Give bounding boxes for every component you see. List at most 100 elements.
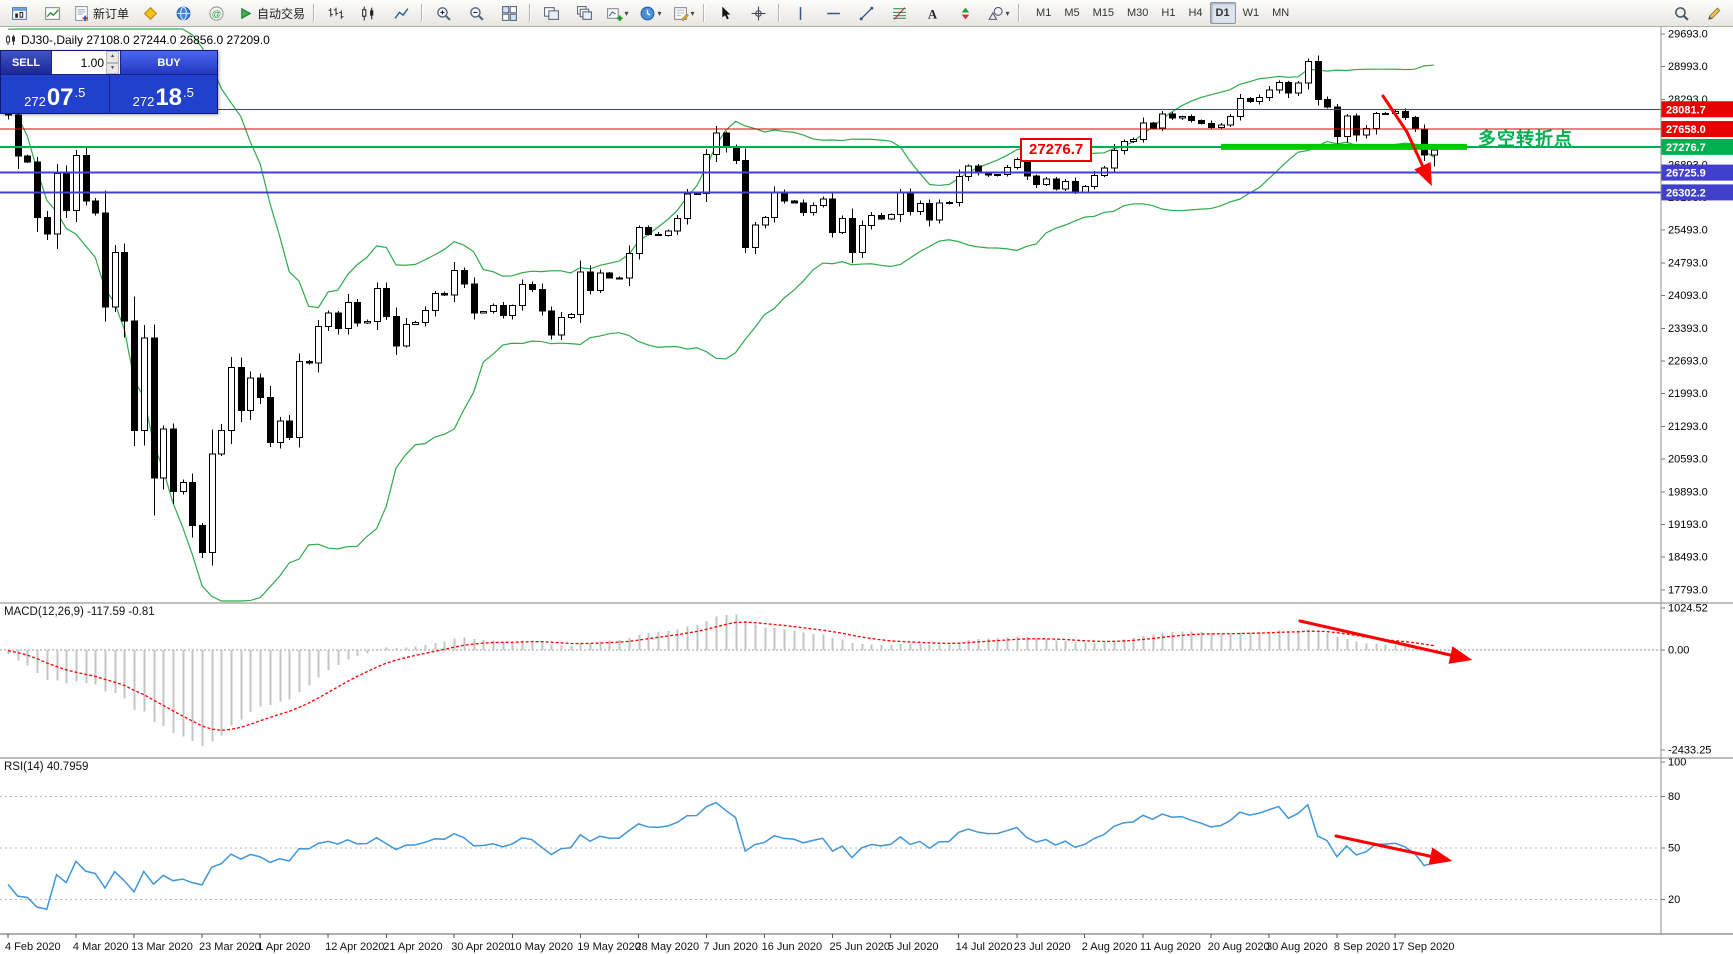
arrange-windows-button[interactable] [535, 1, 567, 25]
templates-button[interactable]: ▾ [667, 1, 699, 25]
price-axis-label: 21993.0 [1668, 388, 1708, 400]
sell-button[interactable]: SELL [1, 51, 51, 74]
vertical-line-icon [799, 6, 801, 20]
date-axis-label: 5 Jul 2020 [888, 941, 939, 953]
price-axis-label: 25493.0 [1668, 225, 1708, 237]
date-axis-label: 12 Apr 2020 [325, 941, 384, 953]
candlestick-chart-button[interactable] [352, 1, 384, 25]
timeframe-m15[interactable]: M15 [1092, 7, 1114, 19]
arrows-tool-button[interactable] [949, 1, 981, 25]
timeframe-m1[interactable]: M1 [1036, 7, 1052, 19]
macd-axis-label: 0.00 [1668, 645, 1689, 657]
horizontal-level-lines: 28081.7 27658.0 27276.7 26725.9 26302.2 [0, 101, 1733, 201]
new-chart-icon [606, 7, 622, 21]
macd-trend-arrow-annotation[interactable] [1298, 619, 1473, 664]
market-button[interactable] [167, 1, 199, 25]
time-axis[interactable]: 4 Feb 2020 4 Mar 2020 13 Mar 2020 23 Mar 20… [5, 934, 1454, 953]
price-axis-label: 29693.0 [1668, 29, 1708, 41]
toolbar-separator [529, 4, 532, 22]
timeframe-mn[interactable]: MN [1272, 7, 1290, 19]
date-axis-label: 8 Sep 2020 [1334, 941, 1390, 953]
date-axis-label: 23 Mar 2020 [199, 941, 261, 953]
zoom-out-icon [469, 6, 484, 21]
timeframe-w1[interactable]: W1 [1242, 7, 1260, 19]
toolbar-separator [313, 4, 316, 22]
vertical-line-button[interactable] [784, 1, 816, 25]
price-axis-label: 24793.0 [1668, 257, 1708, 269]
crosshair-button[interactable] [742, 1, 774, 25]
search-button[interactable] [1665, 1, 1697, 25]
timeframe-d1[interactable]: D1 [1209, 2, 1236, 24]
new-order-button[interactable]: 新订单 [69, 1, 133, 25]
date-axis-label: 14 Jul 2020 [956, 941, 1013, 953]
new-chart-button[interactable]: ▾ [601, 1, 633, 25]
cascade-windows-button[interactable] [568, 1, 600, 25]
date-axis-label: 30 Aug 2020 [1266, 941, 1328, 953]
profile-chart-button[interactable] [36, 1, 68, 25]
rsi-axis-label: 100 [1668, 757, 1686, 769]
date-axis-label: 21 Apr 2020 [383, 941, 442, 953]
bar-chart-icon [328, 7, 343, 19]
date-axis-label: 1 Apr 2020 [257, 941, 310, 953]
tile-windows-button[interactable] [493, 1, 525, 25]
zoom-in-button[interactable] [427, 1, 459, 25]
shapes-button[interactable]: ▾ [982, 1, 1014, 25]
candlestick-series[interactable] [5, 54, 1438, 566]
zoom-out-button[interactable] [460, 1, 492, 25]
price-tag-label: 26302.2 [1666, 187, 1706, 199]
price-axis-label: 17793.0 [1668, 584, 1708, 596]
chart-title-icon [6, 35, 15, 45]
price-level-box-annotation[interactable]: 27276.7 [1020, 138, 1093, 162]
macd-axis-label: 1024.52 [1668, 602, 1708, 614]
sell-price-display[interactable]: 272 07.5 [24, 83, 86, 111]
timeframe-h4[interactable]: H4 [1188, 7, 1203, 19]
volume-decrease-button[interactable]: ▼ [106, 62, 119, 74]
macd-signal-line [7, 621, 1435, 731]
date-axis-label: 17 Sep 2020 [1392, 941, 1454, 953]
text-label-button[interactable]: A [916, 1, 948, 25]
profiles-button[interactable]: ▾ [634, 1, 666, 25]
crosshair-icon [751, 6, 765, 20]
timeframe-m5[interactable]: M5 [1064, 7, 1080, 19]
horizontal-line-button[interactable] [817, 1, 849, 25]
price-axis-label: 21293.0 [1668, 421, 1708, 433]
sell-button-label: SELL [11, 56, 41, 69]
date-axis-label: 16 Jun 2020 [762, 941, 823, 953]
volume-input[interactable] [52, 51, 106, 74]
autotrading-button[interactable]: 自动交易 [233, 1, 309, 25]
trendline-button[interactable] [850, 1, 882, 25]
date-axis-label: 23 Jul 2020 [1014, 941, 1071, 953]
timeframe-m30[interactable]: M30 [1127, 7, 1149, 19]
rsi-axis-label: 20 [1668, 894, 1680, 906]
metaeditor-icon [143, 6, 157, 20]
date-axis-label: 19 May 2020 [577, 941, 641, 953]
turning-point-text-annotation[interactable]: 多空转折点 [1478, 129, 1573, 149]
rsi-trend-arrow-annotation[interactable] [1334, 834, 1453, 866]
line-chart-button[interactable] [385, 1, 417, 25]
cursor-icon [721, 6, 730, 19]
community-button[interactable]: @ [200, 1, 232, 25]
autotrading-icon [241, 7, 252, 19]
toolbar-separator [421, 4, 424, 22]
volume-increase-button[interactable]: ▲ [106, 51, 119, 63]
date-axis-label: 30 Apr 2020 [451, 941, 510, 953]
buy-button-label: BUY [157, 56, 181, 69]
cursor-button[interactable] [709, 1, 741, 25]
line-chart-icon [394, 7, 409, 19]
price-tag [1661, 184, 1733, 201]
fibonacci-button[interactable] [883, 1, 915, 25]
main-trend-arrow-annotation[interactable] [1381, 94, 1432, 187]
timeframe-group: M1 M5 M15 M30 H1 H4 D1 W1 MN [1030, 2, 1295, 24]
text-label-icon: A [927, 7, 937, 21]
buy-price-display[interactable]: 272 18.5 [108, 75, 218, 113]
buy-button[interactable]: BUY [121, 51, 217, 74]
date-axis-label: 7 Jun 2020 [703, 941, 757, 953]
chart-background[interactable] [0, 26, 1733, 954]
metaeditor-button[interactable] [134, 1, 166, 25]
bar-chart-button[interactable] [319, 1, 351, 25]
charts-window-button[interactable] [3, 1, 35, 25]
timeframe-h1[interactable]: H1 [1161, 7, 1176, 19]
edit-button[interactable] [1698, 1, 1730, 25]
price-axis-label: 28993.0 [1668, 61, 1708, 73]
